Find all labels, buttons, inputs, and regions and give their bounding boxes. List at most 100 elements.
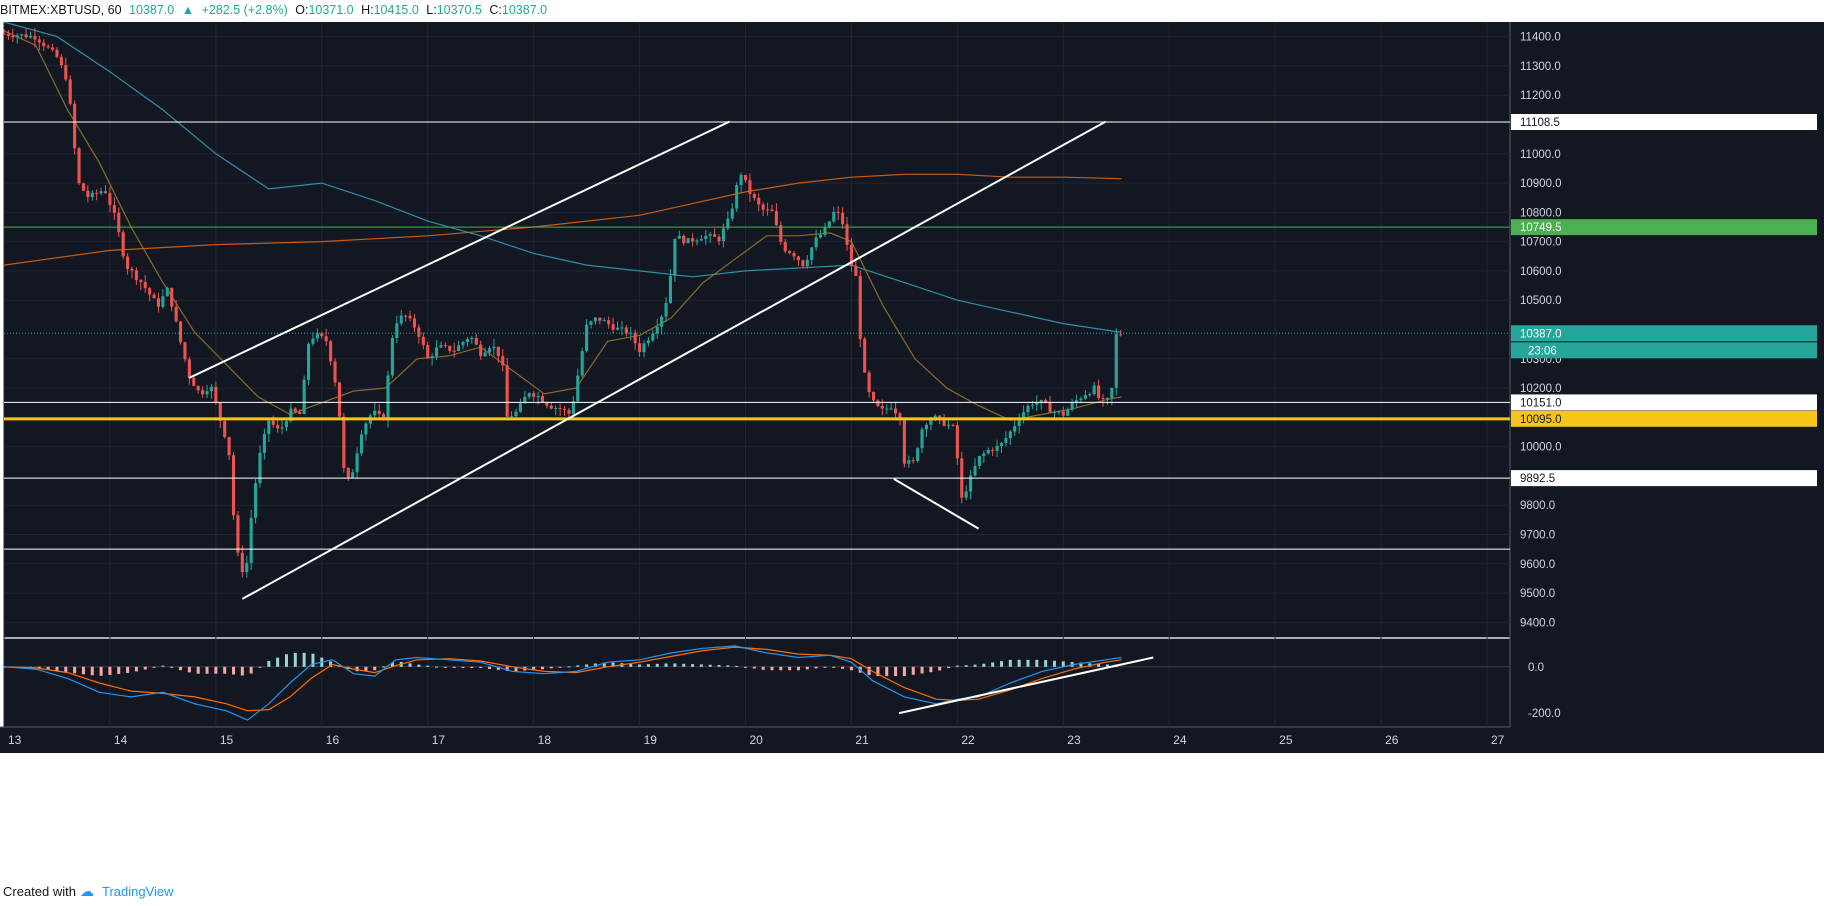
macd-histogram-bar <box>726 665 730 667</box>
price-tick-label: 11200.0 <box>1520 90 1561 102</box>
macd-histogram-bar <box>938 666 942 671</box>
tradingview-cloud-icon[interactable]: ☁ <box>80 883 94 899</box>
candle-body <box>611 324 615 330</box>
candle-body <box>876 400 880 407</box>
candle-body <box>121 232 125 257</box>
trendline <box>241 120 1107 600</box>
candle-body <box>995 446 999 451</box>
time-tick-label: 20 <box>750 733 764 747</box>
candle-body <box>867 372 871 393</box>
candle-body <box>1079 398 1083 401</box>
macd-histogram-bar <box>585 664 589 667</box>
macd-histogram-bar <box>735 665 739 667</box>
time-tick-label: 19 <box>644 733 658 747</box>
candle-body <box>174 306 178 322</box>
time-tick-label: 14 <box>114 733 128 747</box>
candle-body <box>434 347 439 357</box>
candle-body <box>390 337 394 376</box>
candle-body <box>752 194 756 198</box>
macd-histogram-bar <box>311 653 315 667</box>
macd-histogram-bar <box>1079 662 1083 667</box>
candle-body <box>713 234 717 237</box>
candle-body <box>373 410 377 416</box>
price-tick-label: 10600.0 <box>1520 266 1562 278</box>
created-with-label: Created with <box>3 884 76 899</box>
price-tick-label: 9600.0 <box>1520 559 1555 571</box>
candle-body <box>465 339 469 343</box>
candle-body <box>452 350 456 352</box>
price-axis-background <box>1510 22 1824 727</box>
macd-histogram-bar <box>364 666 368 671</box>
price-chart[interactable]: 11400.0 11300.0 11200.0 11000.0 10900.0 10800… <box>0 22 1824 874</box>
macd-histogram-bar <box>126 666 130 673</box>
candle-body <box>902 420 906 464</box>
candle-body <box>1035 402 1039 405</box>
open-value: 10371.0 <box>308 3 354 17</box>
candle-body <box>483 352 487 357</box>
candle-body <box>103 191 108 194</box>
macd-histogram-bar <box>567 666 571 668</box>
candle-body <box>359 434 364 454</box>
price-tick-label: 11400.0 <box>1520 32 1561 44</box>
candle-body <box>1101 397 1105 399</box>
close-label: C: <box>489 3 502 17</box>
candle-body <box>783 241 787 252</box>
macd-histogram-bar <box>549 666 553 669</box>
candle-body <box>1092 385 1096 395</box>
candle-body <box>536 396 540 398</box>
price-change: +282.5 (+2.8%) <box>201 3 288 17</box>
candle-body <box>6 33 10 36</box>
level-label: 10151.0 <box>1520 397 1562 409</box>
candle-body <box>549 405 553 409</box>
candle-body <box>15 35 19 38</box>
macd-histogram-bar <box>240 666 244 676</box>
price-tick-label: 11000.0 <box>1520 149 1561 161</box>
macd-histogram-bar <box>64 666 68 673</box>
macd-histogram-bar <box>258 666 262 668</box>
candle-body <box>249 517 253 563</box>
macd-histogram-bar <box>1061 661 1065 667</box>
macd-histogram-bar <box>691 664 695 667</box>
candle-body <box>156 298 161 307</box>
macd-histogram-bar <box>452 666 456 668</box>
macd-histogram-bar <box>805 666 809 670</box>
candle-body <box>690 238 695 242</box>
candle-body <box>254 483 258 518</box>
candle-body <box>704 235 708 240</box>
candle-body <box>871 392 876 401</box>
candle-body <box>337 382 341 417</box>
macd-histogram-bar <box>196 666 200 674</box>
macd-histogram-bar <box>955 665 959 667</box>
candle-body <box>726 218 730 229</box>
time-tick-label: 22 <box>961 733 975 747</box>
sma-long-line <box>3 173 1122 266</box>
level-label-box <box>1511 114 1817 131</box>
candle-body <box>86 190 90 198</box>
time-tick-label: 15 <box>220 733 234 747</box>
macd-histogram-bar <box>629 663 633 667</box>
candle-body <box>1026 405 1030 413</box>
macd-histogram-bar <box>496 666 500 670</box>
candle-body <box>951 424 955 426</box>
candle-body <box>593 317 597 322</box>
tradingview-brand-link[interactable]: TradingView <box>102 884 174 899</box>
candle-body <box>426 345 430 359</box>
candle-body <box>664 302 668 317</box>
candle-body <box>364 423 368 435</box>
macd-histogram-bar <box>832 666 836 668</box>
macd-histogram-bar <box>470 666 474 668</box>
candle-body <box>660 316 664 327</box>
macd-histogram-bar <box>1105 664 1109 667</box>
macd-histogram-bar <box>744 666 747 668</box>
candle-body <box>430 356 434 359</box>
symbol-label[interactable]: BITMEX:XBTUSD, 60 <box>0 3 122 17</box>
candle-body <box>668 275 673 303</box>
macd-histogram-bar <box>682 663 686 667</box>
candle-body <box>24 34 28 38</box>
macd-histogram-bar <box>814 666 818 669</box>
price-tick-label: 9400.0 <box>1520 617 1555 629</box>
macd-histogram-bar <box>655 663 659 667</box>
candle-body <box>924 424 929 430</box>
level-label: 11108.5 <box>1520 117 1560 129</box>
candle-body <box>1119 334 1123 336</box>
